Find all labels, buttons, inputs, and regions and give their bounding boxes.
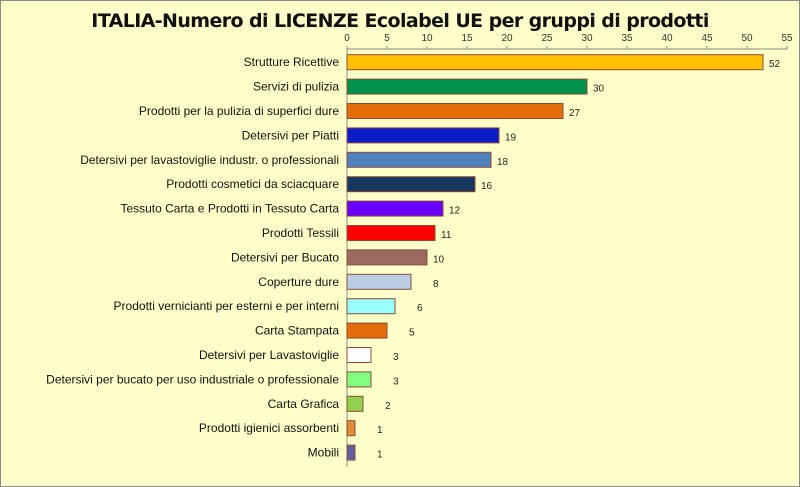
bar xyxy=(346,200,444,217)
data-label: 52 xyxy=(769,59,781,70)
category-label: Detersivi per Lavastoviglie xyxy=(199,348,339,362)
x-tick-label: 10 xyxy=(421,33,433,44)
category-label: Coperture dure xyxy=(258,275,339,289)
data-label: 11 xyxy=(441,230,452,241)
x-tick-label: 45 xyxy=(701,33,713,44)
x-tick-label: 30 xyxy=(581,33,593,44)
x-tick-label: 25 xyxy=(541,33,553,44)
category-label: Prodotti igienici assorbenti xyxy=(199,421,339,435)
data-label: 18 xyxy=(497,157,509,168)
data-label: 6 xyxy=(417,303,423,314)
data-label: 1 xyxy=(377,425,383,436)
x-tick-label: 5 xyxy=(384,33,390,44)
bar xyxy=(346,273,412,290)
data-label: 27 xyxy=(569,108,581,119)
x-tick-label: 55 xyxy=(781,33,793,44)
bar xyxy=(346,444,356,461)
bar xyxy=(346,249,428,266)
data-label: 16 xyxy=(481,181,493,192)
x-tick-label: 40 xyxy=(661,33,673,44)
category-label: Prodotti per la pulizia di superfici dur… xyxy=(139,104,339,118)
category-label: Detersivi per bucato per uso industriale… xyxy=(46,372,339,386)
data-label: 3 xyxy=(393,376,399,387)
bar xyxy=(346,371,372,388)
category-label: Prodotti vernicianti per esterni e per i… xyxy=(114,299,339,313)
x-tick-label: 0 xyxy=(344,33,350,44)
bar xyxy=(346,176,476,193)
data-label: 1 xyxy=(377,450,383,461)
data-label: 19 xyxy=(505,132,517,143)
data-label: 3 xyxy=(393,352,399,363)
bar xyxy=(346,420,356,437)
data-label: 8 xyxy=(433,279,439,290)
category-label: Tessuto Carta e Prodotti in Tessuto Cart… xyxy=(120,202,339,216)
bar xyxy=(346,54,764,71)
x-tick-label: 15 xyxy=(461,33,473,44)
chart-title: ITALIA-Numero di LICENZE Ecolabel UE per… xyxy=(91,10,709,32)
data-label: 12 xyxy=(449,206,461,217)
data-label: 10 xyxy=(433,254,445,265)
category-label: Servizi di pulizia xyxy=(253,80,339,94)
bar xyxy=(346,78,588,95)
category-label: Mobili xyxy=(308,446,339,460)
bar xyxy=(346,322,388,339)
bar xyxy=(346,225,436,241)
category-label: Carta Stampata xyxy=(255,324,339,338)
bar xyxy=(346,151,492,168)
category-label: Detersivi per lavastoviglie industr. o p… xyxy=(80,153,339,167)
category-label: Prodotti Tessili xyxy=(262,226,339,240)
bar xyxy=(346,103,564,119)
data-label: 5 xyxy=(409,328,415,339)
category-label: Strutture Ricettive xyxy=(244,55,340,69)
category-label: Detersivi per Piatti xyxy=(242,128,339,142)
bar xyxy=(346,127,500,144)
x-tick-label: 20 xyxy=(501,33,513,44)
data-label: 2 xyxy=(385,401,391,412)
data-label: 30 xyxy=(593,84,605,95)
category-label: Carta Grafica xyxy=(268,397,340,411)
bar xyxy=(346,298,396,315)
x-tick-label: 35 xyxy=(621,33,633,44)
bar xyxy=(346,395,364,412)
bar xyxy=(346,347,372,363)
category-label: Detersivi per Bucato xyxy=(231,250,339,264)
x-tick-label: 50 xyxy=(741,33,753,44)
category-label: Prodotti cosmetici da sciacquare xyxy=(166,177,339,191)
